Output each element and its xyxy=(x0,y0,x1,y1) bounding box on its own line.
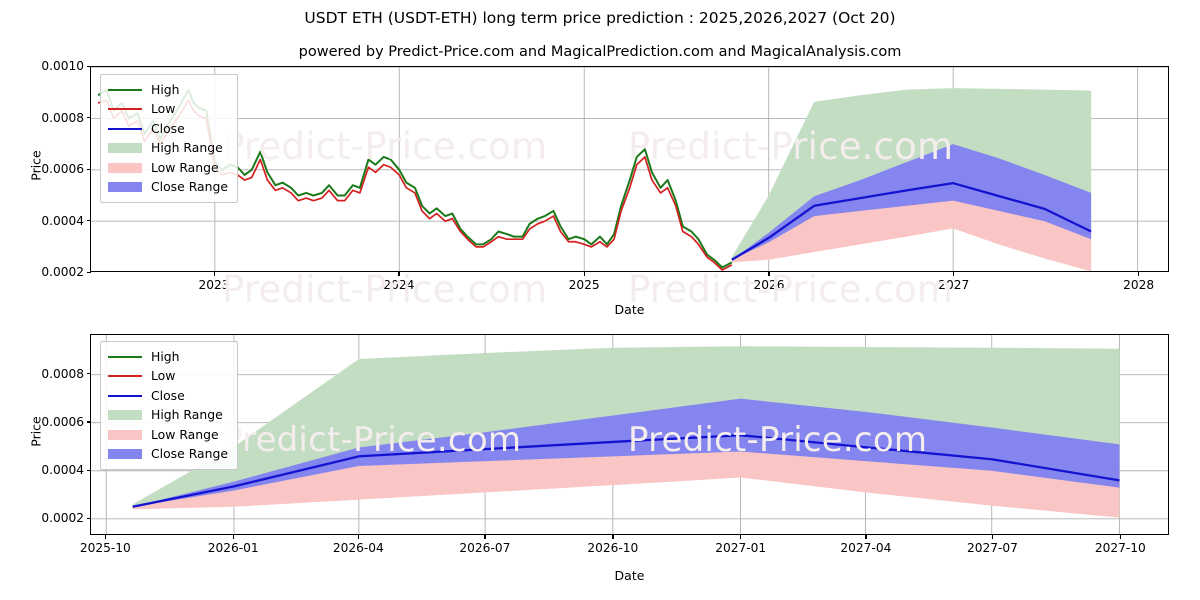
figure-subtitle: powered by Predict-Price.com and Magical… xyxy=(0,44,1200,60)
x-axis-tickmark xyxy=(612,535,613,539)
overview-chart-plot xyxy=(91,67,1168,272)
legend-line-icon xyxy=(108,102,142,116)
legend-item: High xyxy=(108,80,228,100)
x-axis-tick-label: 2026-01 xyxy=(208,541,259,555)
legend-item: Close Range xyxy=(108,178,228,198)
y-axis-tick-label: 0.0006 xyxy=(24,162,84,176)
x-axis-tick-label: 2027-01 xyxy=(715,541,766,555)
forecast-chart-axes xyxy=(90,334,1169,535)
legend-line-icon xyxy=(108,369,142,383)
legend-item-label: High xyxy=(151,351,179,363)
legend-patch-icon xyxy=(108,161,142,175)
forecast-legend: High Low Close High Range Low Range Close Ran… xyxy=(100,341,238,470)
legend-item: High xyxy=(108,347,228,367)
overview-legend: High Low Close High Range Low Range Close Ran… xyxy=(100,74,238,203)
x-axis-tickmark xyxy=(484,535,485,539)
legend-item: High Range xyxy=(108,406,228,426)
y-axis-tick-label: 0.0004 xyxy=(24,214,84,228)
legend-patch-icon xyxy=(108,408,142,422)
legend-item: Close Range xyxy=(108,445,228,465)
x-axis-tickmark xyxy=(865,535,866,539)
x-axis-tickmark xyxy=(768,272,769,276)
legend-item: Low xyxy=(108,367,228,387)
y-axis-tickmark xyxy=(87,373,91,374)
legend-item-label: High Range xyxy=(151,409,223,421)
y-axis-tick-label: 0.0002 xyxy=(24,511,84,525)
x-axis-tickmark xyxy=(740,535,741,539)
x-axis-tick-label: 2026-10 xyxy=(587,541,638,555)
forecast-y-axis-label: Price xyxy=(29,392,44,472)
x-axis-tick-label: 2027-04 xyxy=(840,541,891,555)
forecast-x-axis-label: Date xyxy=(90,568,1169,583)
x-axis-tick-label: 2026-04 xyxy=(333,541,384,555)
overview-chart-axes xyxy=(90,66,1169,272)
x-axis-tickmark xyxy=(953,272,954,276)
legend-line-icon xyxy=(108,83,142,97)
legend-item-label: Close Range xyxy=(151,181,228,193)
legend-patch-icon xyxy=(108,447,142,461)
legend-item-label: Low Range xyxy=(151,429,219,441)
legend-item-label: High Range xyxy=(151,142,223,154)
legend-item: Low Range xyxy=(108,158,228,178)
y-axis-tick-label: 0.0008 xyxy=(24,111,84,125)
legend-line-icon xyxy=(108,389,142,403)
legend-item-label: Low xyxy=(151,103,175,115)
x-axis-tickmark xyxy=(358,535,359,539)
x-axis-tick-label: 2028 xyxy=(1123,278,1154,292)
x-axis-tickmark xyxy=(992,535,993,539)
legend-item-label: Low Range xyxy=(151,162,219,174)
x-axis-tick-label: 2026-07 xyxy=(459,541,510,555)
legend-item-label: Close xyxy=(151,123,185,135)
y-axis-tickmark xyxy=(87,66,91,67)
x-axis-tickmark xyxy=(398,272,399,276)
y-axis-tick-label: 0.0004 xyxy=(24,463,84,477)
legend-item: Close xyxy=(108,119,228,139)
legend-item: Close xyxy=(108,386,228,406)
x-axis-tickmark xyxy=(214,272,215,276)
legend-patch-icon xyxy=(108,428,142,442)
figure: USDT ETH (USDT-ETH) long term price pred… xyxy=(0,0,1200,600)
x-axis-tick-label: 2027-10 xyxy=(1095,541,1146,555)
legend-patch-icon xyxy=(108,141,142,155)
x-axis-tick-label: 2025 xyxy=(569,278,600,292)
legend-item: Low Range xyxy=(108,425,228,445)
x-axis-tick-label: 2024 xyxy=(383,278,414,292)
y-axis-tickmark xyxy=(87,518,91,519)
x-axis-tick-label: 2023 xyxy=(199,278,230,292)
y-axis-tick-label: 0.0006 xyxy=(24,415,84,429)
legend-item-label: Low xyxy=(151,370,175,382)
legend-item: High Range xyxy=(108,139,228,159)
x-axis-tickmark xyxy=(1138,272,1139,276)
y-axis-tick-label: 0.0002 xyxy=(24,265,84,279)
overview-x-axis-label: Date xyxy=(90,302,1169,317)
legend-item: Low xyxy=(108,100,228,120)
y-axis-tickmark xyxy=(87,272,91,273)
y-axis-tickmark xyxy=(87,470,91,471)
x-axis-tick-label: 2027 xyxy=(938,278,969,292)
y-axis-tick-label: 0.0008 xyxy=(24,367,84,381)
y-axis-tickmark xyxy=(87,421,91,422)
x-axis-tickmark xyxy=(105,535,106,539)
x-axis-tick-label: 2025-10 xyxy=(80,541,131,555)
legend-line-icon xyxy=(108,350,142,364)
legend-item-label: Close xyxy=(151,390,185,402)
x-axis-tickmark xyxy=(1120,535,1121,539)
y-axis-tick-label: 0.0010 xyxy=(24,59,84,73)
x-axis-tickmark xyxy=(233,535,234,539)
x-axis-tickmark xyxy=(584,272,585,276)
forecast-chart-plot xyxy=(91,335,1168,535)
y-axis-tickmark xyxy=(87,220,91,221)
x-axis-tick-label: 2027-07 xyxy=(967,541,1018,555)
legend-line-icon xyxy=(108,122,142,136)
x-axis-tick-label: 2026 xyxy=(753,278,784,292)
page-title: USDT ETH (USDT-ETH) long term price pred… xyxy=(0,9,1200,27)
y-axis-tickmark xyxy=(87,169,91,170)
legend-patch-icon xyxy=(108,180,142,194)
y-axis-tickmark xyxy=(87,117,91,118)
legend-item-label: High xyxy=(151,84,179,96)
legend-item-label: Close Range xyxy=(151,448,228,460)
